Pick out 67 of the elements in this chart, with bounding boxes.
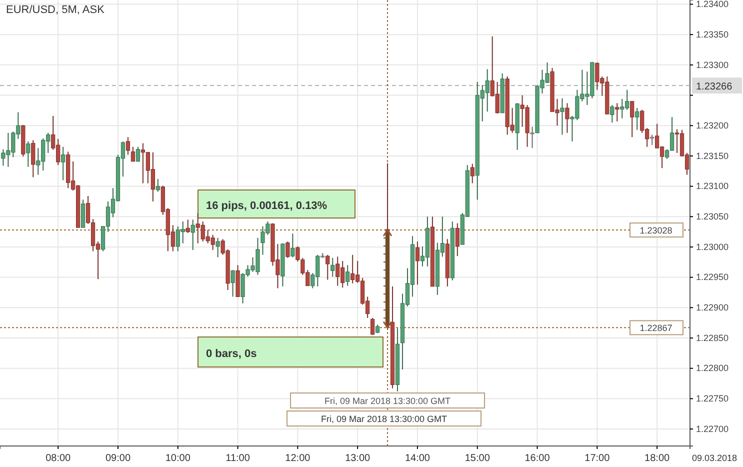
ref-line-label: Fri, 09 Mar 2018 13:30:00 GMT [324,396,452,406]
candlestick [130,146,136,162]
annotation: 0 bars, 0s [206,348,257,360]
x-tick-label: 13:00 [345,453,371,464]
annotation: Fri, 09 Mar 2018 13:30:00 GMT [320,414,448,424]
y-tick-label: 1.23350 [696,29,729,40]
candlestick [415,241,420,286]
candlestick [81,199,86,228]
candlestick [470,163,474,184]
y-tick-label: 1.22700 [696,424,729,434]
price-tag: 1.23028 [630,222,684,238]
x-tick-label: 09:00 [105,453,131,464]
candlestick [370,317,375,336]
candlestick [190,219,195,251]
annotation: 16 pips, 0.00161, 0.13% [206,200,328,212]
x-tick-label: 17:00 [584,453,610,464]
x-tick-label: 11:00 [226,453,250,464]
candlestick [186,219,190,234]
candlestick [61,146,66,181]
candlestick [126,136,130,156]
candlestick [635,108,640,130]
candlestick [630,100,634,138]
candlestick [136,146,140,162]
x-tick-label: 18:00 [644,453,670,464]
x-tick-label: 15:00 [464,453,490,464]
x-tick-label: 14:00 [404,453,430,464]
x-tick-label: 12:00 [285,453,311,464]
y-tick-label: 1.22750 [696,394,729,404]
candlestick [565,102,570,134]
x-tick-label: 10:00 [165,453,191,464]
y-tick-label: 1.23150 [696,150,729,161]
date-tag: Fri, 09 Mar 2018 13:30:00 GMT [290,392,486,408]
candlestick [216,237,220,258]
candlestick [615,102,620,122]
candlestick [530,126,534,149]
y-tick-label: 1.23000 [696,242,729,252]
candlestick [26,140,30,168]
price-tag: 1.23266 [692,78,742,94]
y-tick-label: 1.22950 [696,272,729,282]
candlestick [346,264,350,286]
ref-line-label: 1.23028 [640,225,672,236]
candlestick [455,222,460,257]
price-tag: 1.22867 [630,320,684,336]
x-tick-label: 16:00 [524,453,550,464]
candlestick [290,233,295,258]
y-tick-label: 1.23100 [696,181,729,192]
text: 09.03.2018 [692,453,738,463]
candlestick [156,178,160,192]
ref-line-label: 1.23266 [696,82,733,93]
x-tick-label: 08:00 [46,453,72,464]
candlestick [610,104,614,124]
y-tick-label: 1.23050 [696,212,729,222]
y-tick-label: 1.23200 [696,120,729,130]
ref-line-label: 1.22867 [640,323,672,334]
y-tick-label: 1.22850 [696,332,729,343]
y-tick-label: 1.23400 [696,0,729,10]
candlestick [650,134,654,146]
candlestick [326,254,330,280]
y-tick-label: 1.22800 [696,363,729,374]
chart-title: EUR/USD, 5M, ASK [6,4,106,16]
candlestick [330,257,335,278]
candlestick [286,241,290,258]
candlestick [560,98,564,136]
candlestick [31,140,36,178]
y-tick-label: 1.22900 [696,302,729,313]
y-tick-label: 1.23300 [696,60,729,70]
candlestick [230,270,235,298]
